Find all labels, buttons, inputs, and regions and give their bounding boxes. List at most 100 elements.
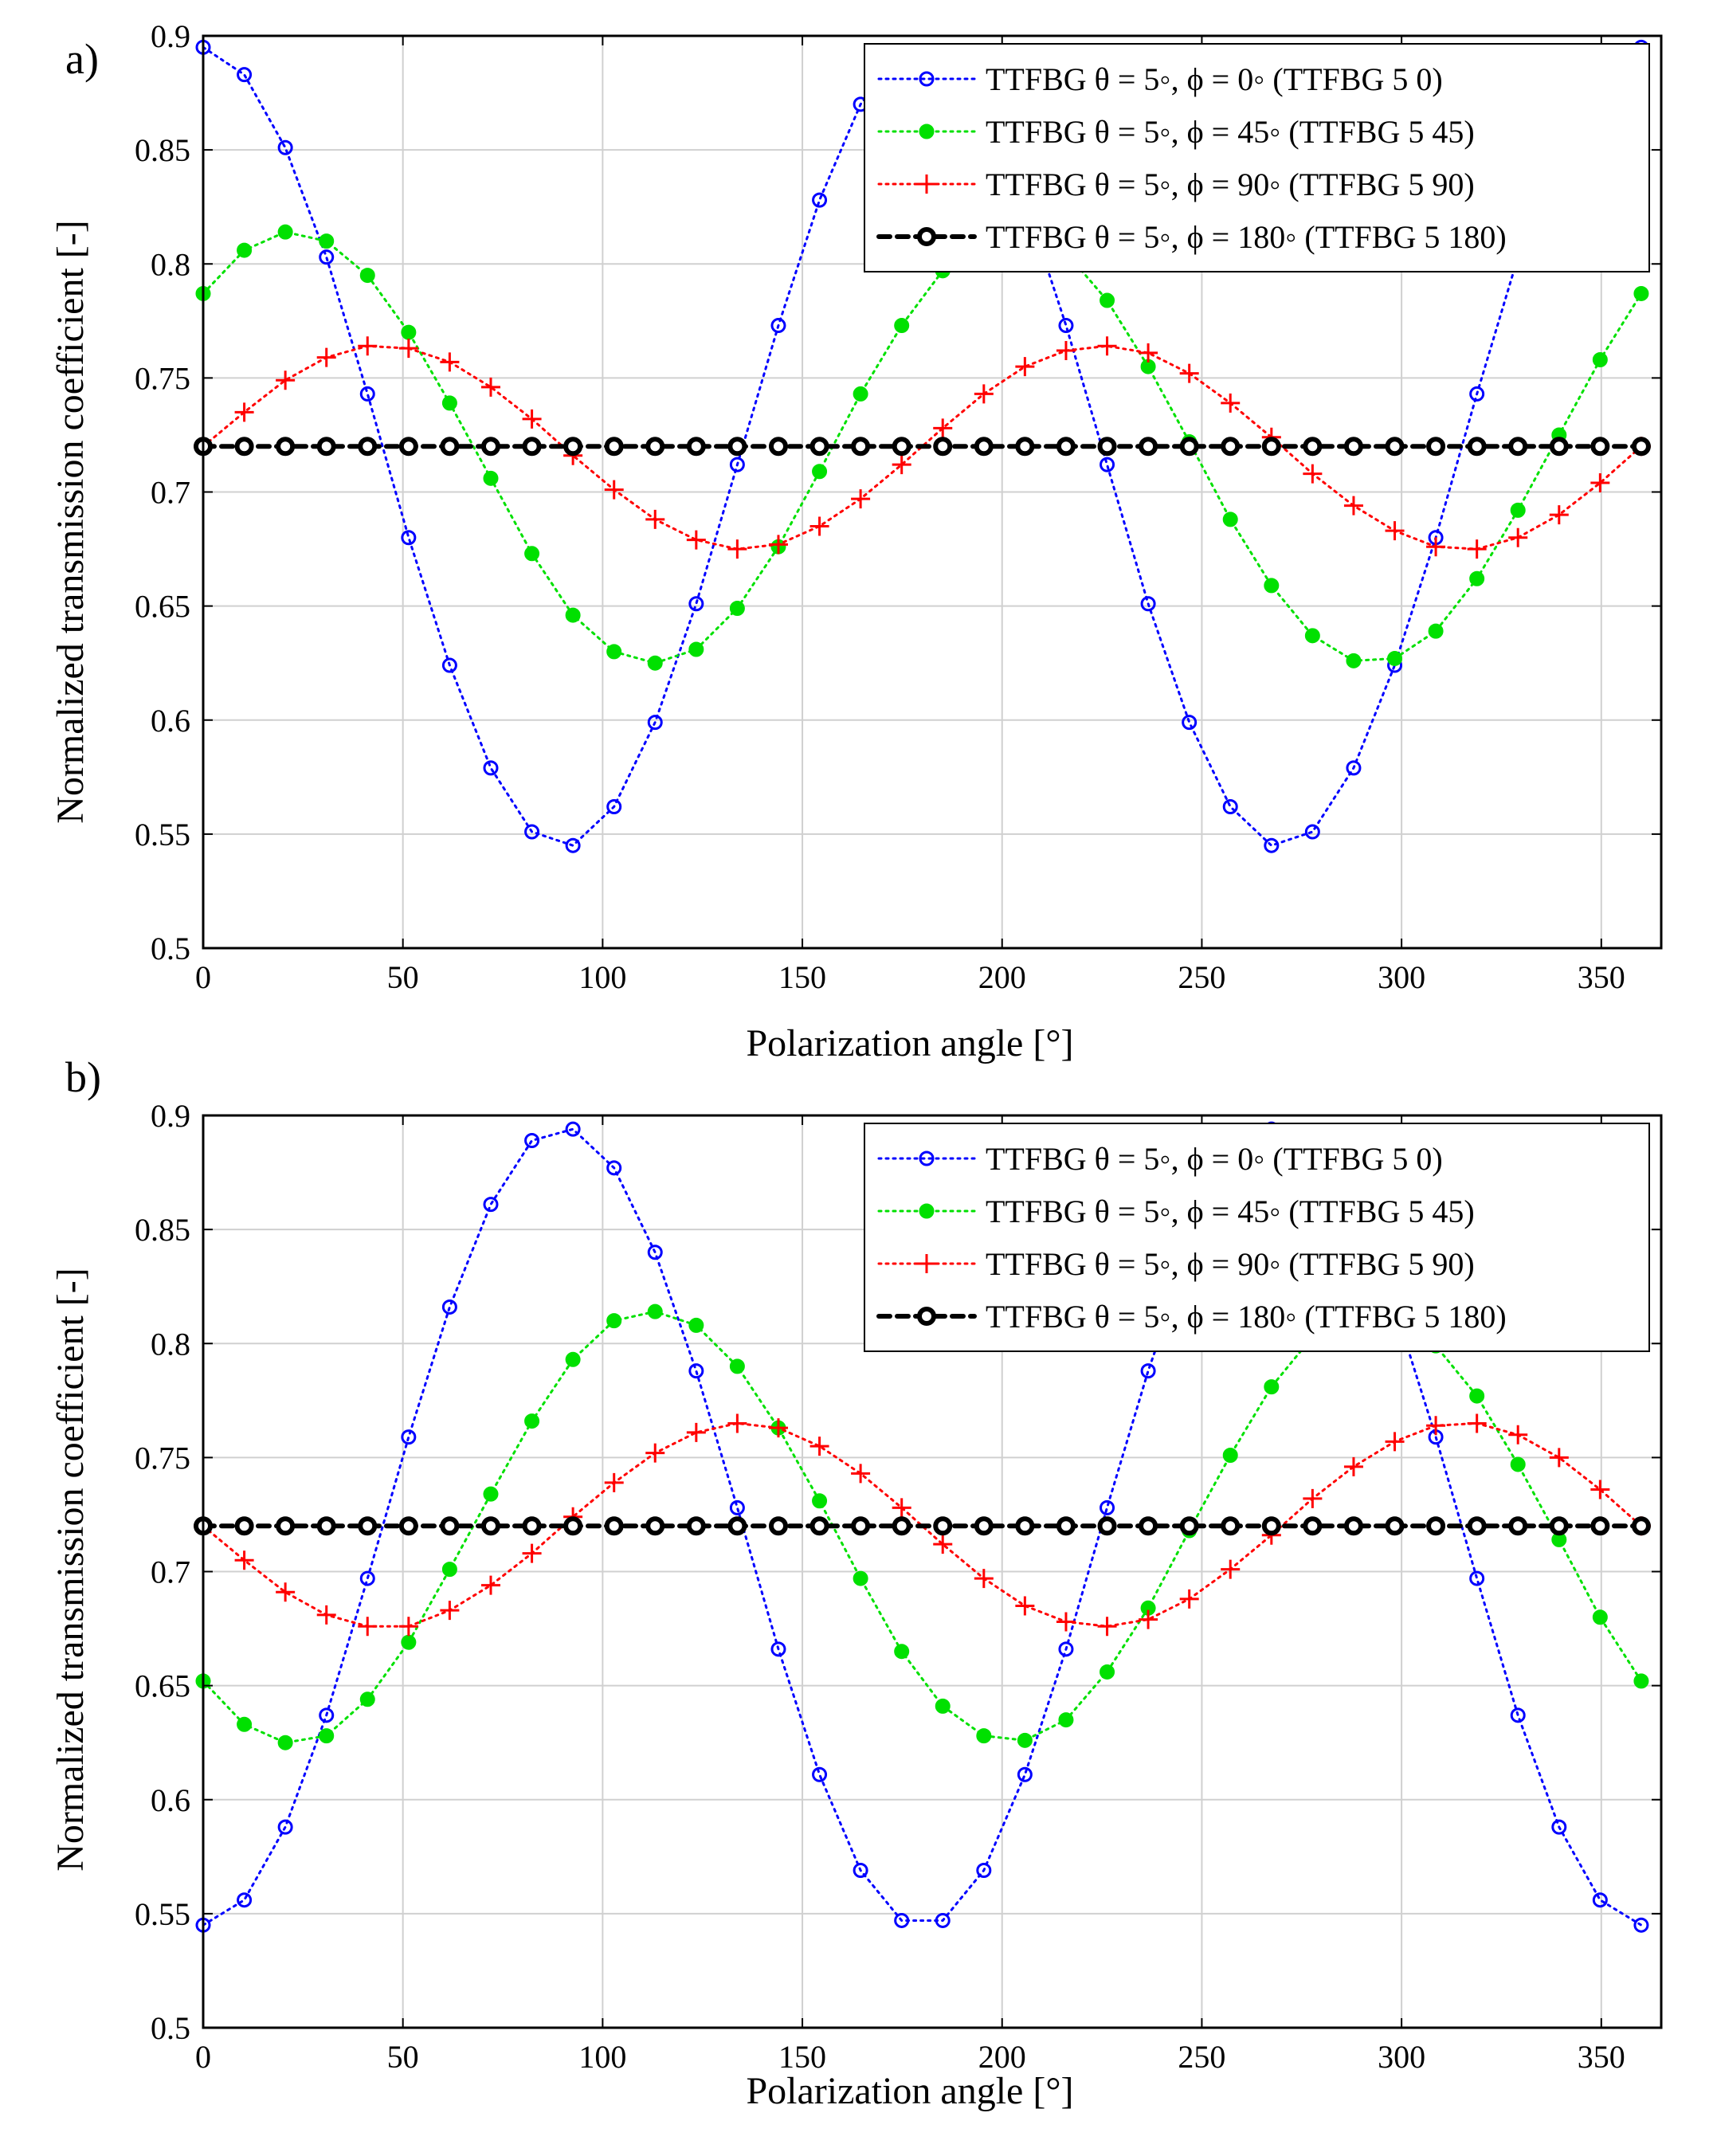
panel-b: b) Polarization angle [°] Normalized tra… (49, 1053, 1663, 2112)
data-point-b-3-2 (276, 1516, 296, 1536)
legend-marker-b-2 (917, 1254, 936, 1273)
data-point-b-3-17 (892, 1516, 911, 1536)
y-tick-label-a-2: 0.6 (151, 703, 190, 739)
legend-marker-a-1 (919, 123, 935, 139)
data-point-b-1-35 (1633, 1673, 1649, 1689)
data-point-a-3-7 (480, 437, 500, 457)
panel-a: a) Polarization angle [°] Normalized tra… (49, 18, 1663, 1064)
data-point-b-3-5 (398, 1516, 418, 1536)
data-point-a-0-2 (277, 139, 293, 155)
series-b-2 (194, 1413, 1651, 1637)
y-tick-label-b-4: 0.7 (151, 1554, 190, 1590)
data-point-a-1-16 (853, 386, 868, 402)
data-point-a-3-14 (768, 437, 788, 457)
data-point-b-3-6 (440, 1516, 460, 1536)
legend-label-a-1: TTFBG θ = 5◦, ϕ = 45◦ (TTFBG 5 45) (986, 114, 1475, 150)
y-tick-label-b-8: 0.9 (151, 1098, 190, 1134)
data-point-a-3-3 (316, 437, 336, 457)
panel-label-a: a) (65, 35, 99, 83)
y-tick-label-a-8: 0.9 (151, 18, 190, 54)
data-point-b-0-14 (770, 1641, 786, 1657)
data-point-b-3-16 (851, 1516, 871, 1536)
data-point-b-0-10 (606, 1160, 622, 1176)
data-point-a-2-18 (933, 418, 953, 438)
data-point-b-1-3 (319, 1728, 335, 1744)
data-point-a-2-8 (522, 409, 542, 429)
data-point-a-0-6 (441, 657, 457, 673)
y-tick-label-a-5: 0.75 (135, 360, 190, 396)
data-point-a-2-24 (1179, 363, 1199, 383)
series-line-a-2 (202, 344, 1643, 551)
data-point-a-2-13 (727, 539, 747, 559)
data-point-b-2-18 (933, 1535, 953, 1554)
data-point-a-1-1 (237, 242, 253, 258)
data-point-a-1-30 (1428, 623, 1444, 639)
data-point-b-2-17 (892, 1498, 911, 1518)
data-point-a-3-31 (1467, 437, 1487, 457)
data-point-a-3-1 (234, 437, 254, 457)
data-point-b-0-9 (565, 1121, 581, 1137)
data-point-a-3-21 (1056, 437, 1076, 457)
data-point-b-1-34 (1592, 1609, 1608, 1625)
data-point-a-0-8 (524, 824, 540, 840)
y-tick-label-a-1: 0.55 (135, 817, 190, 853)
data-point-a-0-13 (729, 457, 745, 472)
data-point-b-1-25 (1222, 1448, 1238, 1464)
data-point-b-0-5 (401, 1429, 417, 1445)
x-tick-label-b-0: 0 (195, 2039, 211, 2075)
legend-marker-b-0 (919, 1151, 935, 1166)
data-point-b-3-26 (1261, 1516, 1281, 1536)
data-point-a-3-8 (522, 437, 542, 457)
legend-label-b-1: TTFBG θ = 5◦, ϕ = 45◦ (TTFBG 5 45) (986, 1194, 1475, 1229)
data-point-a-2-1 (234, 402, 254, 422)
data-point-b-2-8 (522, 1543, 542, 1563)
data-point-a-2-2 (276, 370, 296, 390)
data-point-b-3-27 (1303, 1516, 1323, 1536)
data-point-b-2-21 (1056, 1612, 1076, 1632)
data-point-a-0-3 (319, 249, 335, 265)
data-point-a-1-26 (1264, 578, 1280, 594)
data-point-b-2-6 (440, 1601, 460, 1621)
data-point-b-0-15 (812, 1766, 828, 1782)
data-point-b-1-15 (812, 1493, 828, 1509)
data-point-a-0-24 (1182, 715, 1198, 731)
data-point-b-0-22 (1100, 1499, 1115, 1515)
data-point-a-3-27 (1303, 437, 1323, 457)
x-tick-label-b-1: 50 (387, 2039, 419, 2075)
series-line-b-1 (202, 1310, 1643, 1744)
data-point-a-0-12 (688, 596, 704, 612)
data-point-a-2-29 (1385, 521, 1405, 541)
data-point-a-3-9 (563, 437, 583, 457)
data-point-a-1-8 (524, 546, 540, 562)
data-point-a-0-28 (1346, 760, 1362, 776)
data-point-a-0-25 (1222, 799, 1238, 815)
data-point-a-3-35 (1631, 437, 1651, 457)
data-point-b-1-21 (1058, 1712, 1074, 1728)
data-point-a-0-11 (647, 715, 663, 731)
data-point-b-3-35 (1631, 1516, 1651, 1536)
data-point-a-1-34 (1592, 351, 1608, 367)
data-point-b-3-9 (563, 1516, 583, 1536)
legend-label-b-2: TTFBG θ = 5◦, ϕ = 90◦ (TTFBG 5 90) (986, 1246, 1475, 1282)
data-point-a-2-19 (974, 384, 994, 404)
data-point-a-1-27 (1304, 628, 1320, 644)
data-point-a-2-27 (1303, 464, 1323, 484)
x-axis-title-a: Polarization angle [°] (746, 1022, 1073, 1064)
data-point-a-2-10 (604, 480, 624, 500)
data-point-b-1-5 (401, 1634, 417, 1650)
data-point-a-3-29 (1385, 437, 1405, 457)
data-point-b-0-16 (853, 1862, 868, 1878)
data-point-a-1-6 (441, 395, 457, 411)
data-point-b-2-20 (1015, 1596, 1035, 1616)
data-point-a-0-27 (1304, 824, 1320, 840)
data-point-b-3-34 (1590, 1516, 1610, 1536)
data-point-a-1-22 (1100, 292, 1115, 308)
data-point-a-3-12 (686, 437, 706, 457)
x-tick-label-b-7: 350 (1578, 2039, 1625, 2075)
y-tick-label-b-5: 0.75 (135, 1440, 190, 1476)
data-point-b-2-4 (358, 1617, 378, 1637)
data-point-a-0-5 (401, 530, 417, 546)
data-point-a-0-1 (237, 67, 253, 83)
data-point-a-3-18 (933, 437, 953, 457)
data-point-b-2-3 (316, 1605, 336, 1625)
